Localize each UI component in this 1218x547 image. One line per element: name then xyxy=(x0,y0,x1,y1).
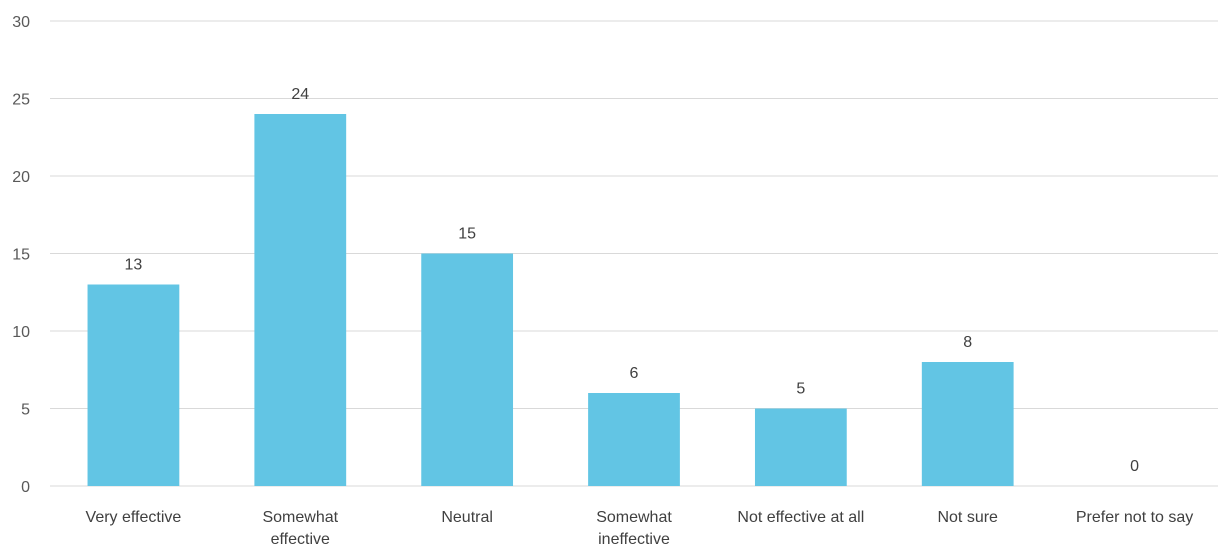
bar xyxy=(87,284,180,486)
bar xyxy=(421,253,514,486)
data-label: 5 xyxy=(796,381,805,398)
y-tick-label: 5 xyxy=(21,402,30,419)
bar xyxy=(921,362,1014,486)
x-category-label: Somewhat effective xyxy=(262,509,338,547)
data-label: 24 xyxy=(291,86,309,103)
data-label: 8 xyxy=(963,334,972,351)
x-category-label: Somewhat ineffective xyxy=(596,509,672,547)
x-category-line: Not sure xyxy=(937,509,998,526)
bar xyxy=(254,114,347,486)
x-category-line: ineffective xyxy=(598,531,670,547)
bars xyxy=(87,114,1014,486)
x-axis-categories: Very effective Somewhat effective Neutral So… xyxy=(86,509,1194,547)
x-category-label: Not effective at all xyxy=(737,509,864,526)
y-tick-label: 15 xyxy=(12,247,30,264)
y-tick-label: 30 xyxy=(12,14,30,31)
x-category-line: Neutral xyxy=(441,509,493,526)
bar xyxy=(754,408,847,486)
y-axis-ticks: 0 5 10 15 20 25 30 xyxy=(12,14,30,496)
data-label: 6 xyxy=(630,365,639,382)
bar xyxy=(588,393,680,486)
x-category-label: Not sure xyxy=(937,509,998,526)
x-category-line: Somewhat xyxy=(596,509,672,526)
x-category-label: Neutral xyxy=(441,509,493,526)
x-category-line: Prefer not to say xyxy=(1076,509,1193,526)
x-category-label: Prefer not to say xyxy=(1076,509,1193,526)
y-tick-label: 0 xyxy=(21,479,30,496)
y-tick-label: 20 xyxy=(12,169,30,186)
x-category-line: Not effective at all xyxy=(737,509,864,526)
data-label: 0 xyxy=(1130,458,1139,475)
x-category-line: Very effective xyxy=(86,509,182,526)
y-tick-label: 25 xyxy=(12,92,30,109)
x-category-line: Somewhat xyxy=(262,509,338,526)
x-category-label: Very effective xyxy=(86,509,182,526)
gridlines xyxy=(50,20,1218,487)
data-label: 15 xyxy=(458,226,476,243)
y-tick-label: 10 xyxy=(12,324,30,341)
x-category-line: effective xyxy=(271,531,330,547)
data-labels: 13 24 15 6 5 8 0 xyxy=(125,86,1140,475)
data-label: 13 xyxy=(125,257,143,274)
